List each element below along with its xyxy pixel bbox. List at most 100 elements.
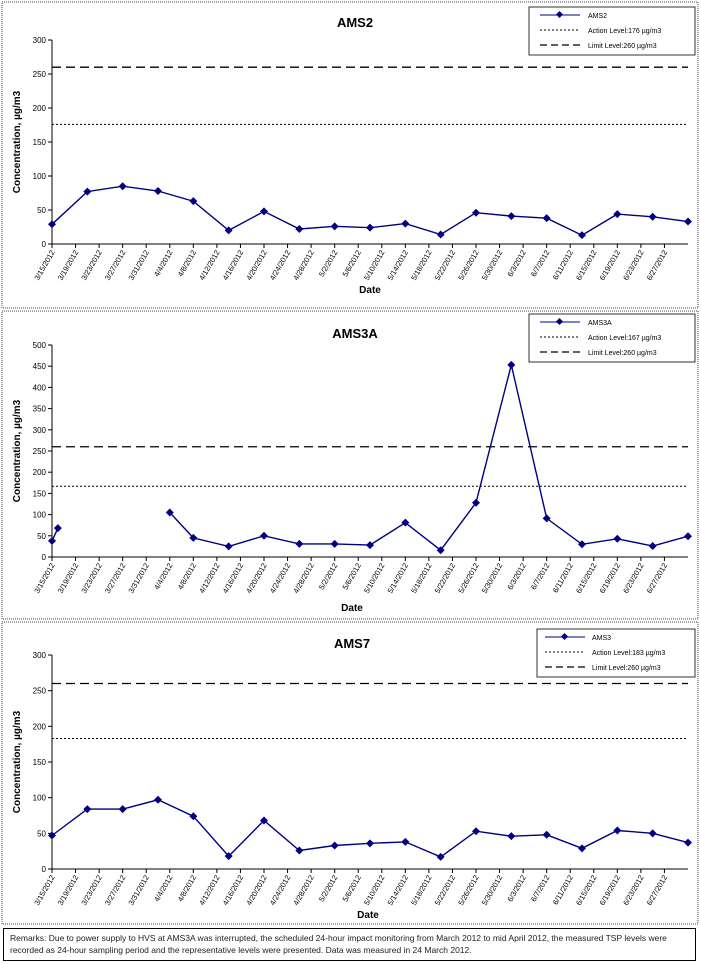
y-tick-label: 150	[33, 138, 47, 147]
data-point	[83, 187, 92, 196]
x-tick-label: 4/16/2012	[221, 249, 245, 282]
x-tick-label: 6/11/2012	[551, 249, 575, 282]
x-tick-label: 6/7/2012	[529, 249, 551, 279]
data-point	[366, 839, 374, 848]
x-tick-label: 5/22/2012	[433, 249, 457, 282]
x-tick-label: 5/30/2012	[480, 874, 504, 907]
y-tick-label: 50	[37, 829, 46, 838]
x-tick-label: 6/3/2012	[505, 249, 527, 279]
x-tick-label: 5/10/2012	[362, 874, 386, 907]
x-tick-label: 4/20/2012	[244, 562, 268, 595]
x-tick-label: 6/3/2012	[505, 874, 527, 904]
x-tick-label: 6/11/2012	[551, 562, 575, 595]
x-tick-label: 4/28/2012	[291, 249, 315, 282]
data-point	[366, 223, 374, 232]
data-point	[295, 225, 304, 234]
data-point	[542, 830, 551, 839]
y-tick-label: 200	[33, 468, 47, 477]
y-tick-label: 250	[33, 447, 47, 456]
x-tick-label: 3/31/2012	[126, 249, 150, 282]
y-tick-label: 300	[33, 651, 47, 660]
x-tick-label: 4/16/2012	[221, 874, 245, 907]
data-point	[401, 219, 410, 228]
x-tick-label: 5/2/2012	[317, 874, 339, 904]
y-tick-label: 150	[33, 489, 47, 498]
chart-title: AMS2	[337, 15, 373, 30]
data-point	[366, 541, 374, 550]
y-axis-label: Concentration, µg/m3	[12, 90, 23, 193]
legend-label-series: AMS3A	[588, 320, 612, 327]
legend-label-series: AMS2	[588, 13, 607, 20]
y-tick-label: 450	[33, 362, 47, 371]
x-tick-label: 5/2/2012	[317, 562, 339, 592]
y-tick-label: 250	[33, 70, 47, 79]
x-tick-label: 5/30/2012	[480, 249, 504, 282]
x-tick-label: 4/12/2012	[197, 874, 221, 907]
data-point	[684, 217, 692, 226]
x-tick-label: 3/31/2012	[126, 562, 150, 595]
data-point	[436, 852, 445, 861]
x-tick-label: 4/4/2012	[152, 874, 174, 904]
x-tick-label: 6/3/2012	[505, 562, 527, 592]
x-tick-label: 5/26/2012	[456, 249, 480, 282]
data-point	[578, 231, 586, 240]
legend-label-action: Action Level:176 µg/m3	[588, 28, 661, 35]
panel-frame	[1, 1, 699, 309]
legend-label-limit: Limit Level:260 µg/m3	[588, 43, 657, 50]
data-point	[613, 210, 622, 219]
data-point	[48, 220, 56, 229]
x-tick-label: 6/23/2012	[621, 874, 645, 907]
x-tick-label: 6/19/2012	[598, 874, 622, 907]
x-tick-label: 4/24/2012	[268, 874, 292, 907]
x-tick-label: 5/14/2012	[386, 874, 410, 907]
data-point	[578, 540, 586, 549]
y-axis-label: Concentration, µg/m3	[12, 710, 23, 813]
y-tick-label: 0	[42, 553, 47, 562]
chart-panel-ams7: AMS7 AMS3 Action Level:183 µg/m3 Limit L…	[1, 621, 699, 925]
data-point	[224, 852, 233, 861]
x-tick-label: 3/19/2012	[56, 874, 80, 907]
y-tick-label: 100	[33, 794, 47, 803]
legend-label-action: Action Level:183 µg/m3	[592, 650, 665, 657]
data-point	[260, 531, 268, 540]
x-tick-label: 6/15/2012	[574, 874, 598, 907]
x-tick-label: 6/7/2012	[529, 562, 551, 592]
data-point	[224, 226, 233, 235]
legend-label-series: AMS3	[592, 635, 611, 642]
data-point	[118, 805, 127, 814]
y-tick-label: 250	[33, 687, 47, 696]
x-tick-label: 3/23/2012	[79, 874, 103, 907]
data-point	[154, 795, 162, 804]
x-tick-label: 5/14/2012	[386, 249, 410, 282]
data-point	[648, 829, 657, 838]
data-point	[542, 514, 551, 523]
data-point	[224, 542, 233, 551]
x-tick-label: 5/22/2012	[433, 562, 457, 595]
x-tick-label: 5/22/2012	[433, 874, 457, 907]
data-point	[295, 539, 304, 548]
data-point	[189, 533, 198, 542]
x-tick-label: 4/8/2012	[176, 562, 198, 592]
data-point	[48, 831, 56, 840]
legend: AMS2 Action Level:176 µg/m3 Limit Level:…	[528, 6, 696, 56]
x-tick-label: 3/27/2012	[103, 562, 127, 595]
y-tick-label: 500	[33, 341, 47, 350]
data-point	[507, 212, 516, 221]
x-tick-label: 5/6/2012	[341, 874, 363, 904]
y-tick-label: 50	[37, 532, 46, 541]
y-axis-label: Concentration, µg/m3	[12, 399, 23, 502]
legend-marker-series	[560, 632, 569, 641]
x-tick-label: 3/15/2012	[32, 249, 56, 282]
legend-label-limit: Limit Level:260 µg/m3	[588, 350, 657, 357]
x-tick-label: 6/23/2012	[621, 562, 645, 595]
x-tick-label: 6/27/2012	[645, 562, 669, 595]
legend: AMS3A Action Level:167 µg/m3 Limit Level…	[528, 313, 696, 363]
data-point	[613, 534, 622, 543]
legend-marker-series	[555, 317, 564, 326]
x-tick-label: 4/24/2012	[268, 249, 292, 282]
x-tick-label: 6/19/2012	[598, 562, 622, 595]
data-point	[613, 826, 622, 835]
x-tick-label: 5/30/2012	[480, 562, 504, 595]
x-tick-label: 6/27/2012	[645, 249, 669, 282]
